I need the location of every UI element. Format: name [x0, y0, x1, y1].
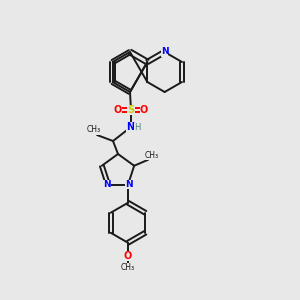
Text: N: N: [161, 47, 169, 56]
Text: N: N: [125, 180, 133, 189]
Text: N: N: [103, 180, 111, 189]
Text: CH₃: CH₃: [121, 263, 135, 272]
Text: CH₃: CH₃: [145, 151, 159, 160]
Text: O: O: [114, 105, 122, 115]
Text: CH₃: CH₃: [87, 125, 101, 134]
Text: S: S: [128, 105, 135, 115]
Text: O: O: [140, 105, 148, 115]
Text: N: N: [126, 122, 134, 132]
Text: O: O: [124, 251, 132, 261]
Text: H: H: [134, 122, 140, 131]
